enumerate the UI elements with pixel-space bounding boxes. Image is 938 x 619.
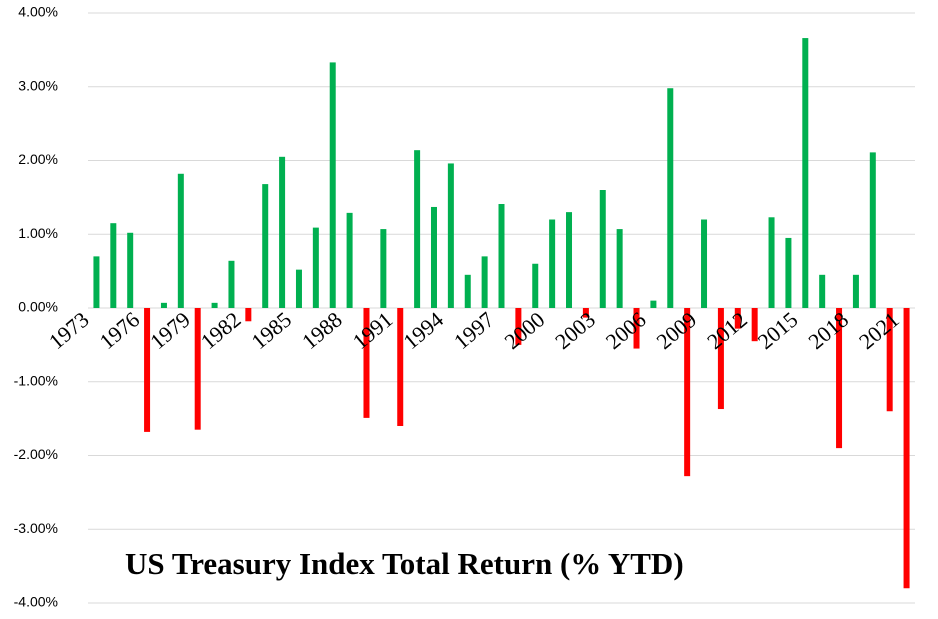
bar — [532, 263, 539, 308]
bar — [903, 308, 910, 589]
bar — [667, 88, 674, 308]
bar — [515, 308, 522, 345]
y-tick-label: -3.00% — [14, 520, 58, 536]
bar — [346, 212, 353, 308]
bar — [127, 232, 134, 308]
bar — [701, 219, 708, 308]
bar — [93, 256, 100, 308]
y-tick-label: 3.00% — [18, 77, 58, 93]
bar — [177, 173, 184, 308]
bar — [768, 217, 775, 308]
bar — [397, 308, 404, 426]
bar — [312, 227, 319, 308]
bar — [329, 62, 336, 308]
x-tick-label: 1988 — [297, 307, 347, 354]
bar — [144, 308, 151, 432]
y-tick-label: 4.00% — [18, 4, 58, 20]
bar — [582, 308, 589, 318]
y-tick-label: -1.00% — [14, 372, 58, 388]
x-tick-label: 1985 — [246, 307, 296, 354]
bar — [599, 190, 606, 308]
x-tick-label: 2021 — [854, 307, 904, 354]
bar — [228, 260, 235, 308]
y-tick-label: 1.00% — [18, 225, 58, 241]
bar — [363, 308, 370, 418]
bar — [160, 302, 167, 308]
chart-title: US Treasury Index Total Return (% YTD) — [125, 546, 684, 581]
bar — [430, 206, 437, 308]
bar — [802, 38, 809, 308]
bar — [684, 308, 691, 477]
bar — [633, 308, 640, 349]
x-tick-label: 1982 — [196, 307, 246, 354]
x-tick-label: 2018 — [803, 307, 853, 354]
bar — [262, 184, 269, 308]
x-tick-label: 2003 — [550, 307, 600, 354]
bar — [717, 308, 724, 410]
x-tick-label: 2015 — [753, 307, 803, 354]
bar — [211, 302, 218, 308]
bar — [194, 308, 201, 430]
bar — [819, 274, 826, 308]
bar — [110, 223, 117, 308]
bar — [380, 229, 387, 308]
x-tick-label: 1997 — [449, 307, 499, 354]
bar — [549, 219, 556, 308]
bar — [245, 308, 252, 322]
x-tick-label: 2009 — [651, 307, 701, 354]
bar — [414, 150, 421, 308]
x-tick-label: 1979 — [145, 307, 195, 354]
bar — [481, 256, 488, 308]
y-tick-label: 0.00% — [18, 299, 58, 315]
bar — [447, 163, 454, 308]
bar — [498, 204, 505, 308]
bar — [566, 212, 573, 308]
bar — [886, 308, 893, 412]
bar — [734, 308, 741, 329]
bar — [650, 300, 657, 308]
y-tick-label: -2.00% — [14, 446, 58, 462]
x-tick-label: 1991 — [348, 307, 398, 354]
y-tick-label: 2.00% — [18, 151, 58, 167]
bar — [616, 229, 623, 308]
x-tick-label: 2012 — [702, 307, 752, 354]
x-tick-label: 1976 — [95, 307, 145, 354]
x-tick-label: 2000 — [500, 307, 550, 354]
bar — [751, 308, 758, 342]
bar — [785, 237, 792, 308]
bar — [836, 308, 843, 449]
bar — [464, 274, 471, 308]
x-tick-label: 1994 — [398, 307, 448, 354]
bar — [852, 274, 859, 308]
y-tick-label: -4.00% — [14, 594, 58, 610]
bar — [869, 152, 876, 308]
x-tick-label: 2006 — [601, 307, 651, 354]
bar — [279, 156, 286, 308]
bar — [295, 269, 302, 308]
